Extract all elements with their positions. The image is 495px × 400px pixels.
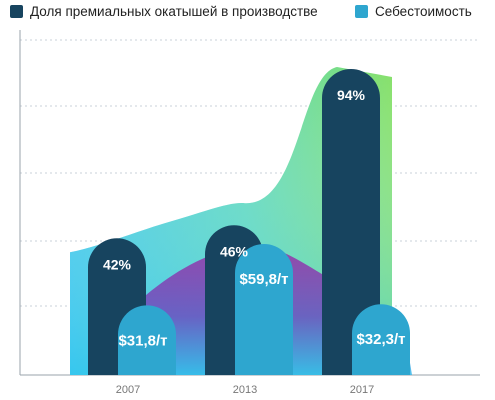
- legend-label-share: Доля премиальных окатышей в производстве: [30, 4, 318, 19]
- x-tick-2007: 2007: [116, 384, 140, 396]
- bar-cost-2007: [118, 305, 176, 375]
- x-tick-2017: 2017: [350, 384, 374, 396]
- legend-label-cost: Себестоимость: [375, 4, 472, 19]
- bar-share-2017: [322, 69, 380, 375]
- bar-layer: [88, 69, 410, 375]
- data-label-share-2007: 42%: [103, 256, 132, 272]
- legend: Доля премиальных окатышей в производстве…: [0, 4, 495, 24]
- bar-label-layer: 42% 46% 94% $31,8/т $59,8/т $32,3/т: [103, 87, 406, 349]
- data-label-share-2013: 46%: [220, 243, 249, 259]
- bar-cost-2013: [235, 244, 293, 375]
- legend-swatch-share: [10, 5, 23, 18]
- data-label-cost-2007: $31,8/т: [118, 332, 167, 349]
- bar-cost-2017: [352, 304, 410, 375]
- legend-item-share: Доля премиальных окатышей в производстве: [10, 4, 318, 19]
- data-label-cost-2017: $32,3/т: [356, 331, 405, 348]
- x-tick-2013: 2013: [233, 384, 257, 396]
- legend-item-cost: Себестоимость: [355, 4, 472, 19]
- data-label-cost-2013: $59,8/т: [239, 271, 288, 288]
- x-axis: 2007 2013 2017: [116, 384, 374, 396]
- legend-swatch-cost: [355, 5, 368, 18]
- data-label-share-2017: 94%: [337, 87, 366, 103]
